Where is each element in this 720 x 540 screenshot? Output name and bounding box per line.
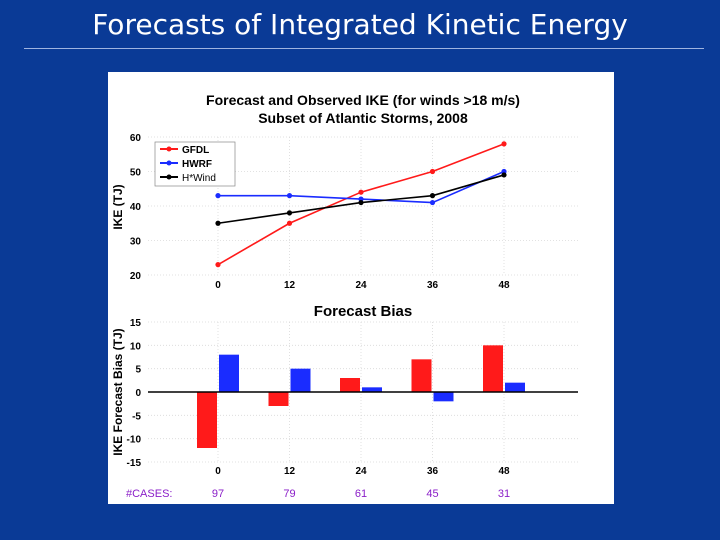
legend-item-hwind: H*Wind xyxy=(160,173,216,184)
bias-bars xyxy=(197,345,525,448)
bar-gfdl xyxy=(268,392,289,406)
bar-gfdl xyxy=(197,392,217,448)
cases-value: 97 xyxy=(212,488,224,500)
line-y-tick-label: 30 xyxy=(130,237,142,248)
bias-x-tick-label: 24 xyxy=(355,466,367,477)
point-gfdl xyxy=(429,168,436,175)
bar-hwrf xyxy=(219,354,239,392)
cases-label: #CASES: xyxy=(126,488,172,500)
legend-marker-hwind xyxy=(166,174,172,180)
bias-y-tick-label: 15 xyxy=(130,318,142,329)
point-gfdl xyxy=(501,141,507,147)
line-gridlines xyxy=(148,136,578,276)
point-gfdl xyxy=(286,220,293,226)
point-hwind xyxy=(358,199,364,206)
cases-value: 31 xyxy=(498,488,510,500)
title-divider xyxy=(24,48,704,49)
cases-value: 79 xyxy=(283,488,295,500)
line-y-tick-label: 20 xyxy=(130,271,142,282)
bias-chart-title: Forecast Bias xyxy=(314,303,412,320)
line-x-tick-label: 12 xyxy=(284,280,296,291)
bias-y-tick-label: -15 xyxy=(127,458,142,469)
point-hwind xyxy=(215,220,221,226)
bias-x-tick-label: 36 xyxy=(427,466,439,477)
bias-bar-chart: Forecast Bias IKE Forecast Bias (TJ) 151… xyxy=(111,303,578,500)
legend-marker-gfdl xyxy=(166,146,172,152)
line-x-tick-label: 48 xyxy=(498,280,510,291)
bias-x-tick-label: 0 xyxy=(215,466,221,477)
bar-gfdl xyxy=(411,359,432,392)
slide-title: Forecasts of Integrated Kinetic Energy xyxy=(92,8,628,41)
line-y-tick-label: 50 xyxy=(130,168,142,179)
cases-values: 97 79 61 45 31 xyxy=(212,488,510,500)
bias-y-tick-label: 0 xyxy=(135,388,141,399)
line-series-group xyxy=(215,141,507,268)
bias-y-tick-label: 5 xyxy=(135,365,141,376)
bias-y-ticks: 15 10 5 0 -5 -10 -15 xyxy=(127,318,142,469)
line-x-tick-label: 0 xyxy=(215,280,221,291)
legend-marker-hwrf xyxy=(166,160,172,166)
line-chart: Forecast and Observed IKE (for winds >18… xyxy=(111,92,578,291)
bar-hwrf xyxy=(290,368,311,392)
bias-x-tick-label: 48 xyxy=(498,466,510,477)
bias-y-tick-label: 10 xyxy=(130,341,142,352)
point-hwrf xyxy=(215,193,221,199)
chart-figure: Forecast and Observed IKE (for winds >18… xyxy=(111,92,578,500)
point-gfdl xyxy=(358,189,364,195)
line-legend: GFDL HWRF H*Wind xyxy=(154,141,236,187)
line-x-tick-label: 24 xyxy=(355,280,367,291)
point-hwind xyxy=(501,172,507,178)
legend-label-hwind: H*Wind xyxy=(182,173,216,184)
legend-label-hwrf: HWRF xyxy=(182,159,212,170)
bar-hwrf xyxy=(505,382,525,392)
bias-y-tick-label: -5 xyxy=(132,411,141,422)
bar-hwrf xyxy=(362,387,382,392)
bar-gfdl xyxy=(340,378,360,392)
line-x-tick-label: 36 xyxy=(427,280,439,291)
legend-item-gfdl: GFDL xyxy=(160,145,209,156)
line-y-tick-label: 40 xyxy=(130,202,142,213)
bar-hwrf xyxy=(433,392,454,402)
bias-x-ticks: 0 12 24 36 48 xyxy=(215,466,510,477)
point-hwind xyxy=(286,210,293,216)
line-chart-subtitle: Subset of Atlantic Storms, 2008 xyxy=(258,110,468,126)
line-chart-ylabel: IKE (TJ) xyxy=(111,184,125,229)
bias-y-tick-label: -10 xyxy=(127,435,142,446)
legend-item-hwrf: HWRF xyxy=(160,159,212,170)
cases-value: 61 xyxy=(355,488,367,500)
cases-value: 45 xyxy=(426,488,438,500)
chart-panel: Forecast and Observed IKE (for winds >18… xyxy=(108,72,614,504)
line-y-tick-label: 60 xyxy=(130,133,142,144)
point-hwrf xyxy=(429,199,436,206)
line-x-ticks: 0 12 24 36 48 xyxy=(215,280,510,291)
bias-chart-ylabel: IKE Forecast Bias (TJ) xyxy=(111,328,125,455)
bar-gfdl xyxy=(483,345,503,392)
legend-label-gfdl: GFDL xyxy=(182,145,209,156)
bias-x-tick-label: 12 xyxy=(284,466,296,477)
line-chart-title: Forecast and Observed IKE (for winds >18… xyxy=(206,92,520,108)
point-hwrf xyxy=(286,193,293,199)
point-hwind xyxy=(429,193,436,199)
point-gfdl xyxy=(215,262,221,268)
line-y-ticks: 20 30 40 50 60 xyxy=(130,133,142,282)
